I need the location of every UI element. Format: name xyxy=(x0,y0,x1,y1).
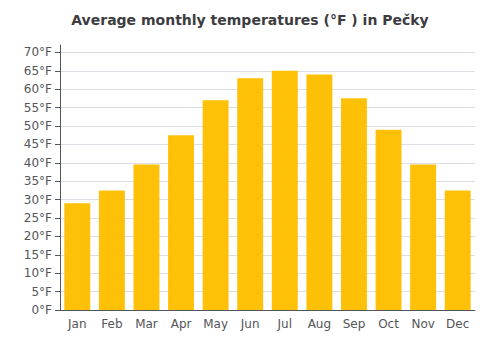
svg-text:Average monthly temperatures (: Average monthly temperatures (°F ) in Pe… xyxy=(71,12,428,28)
svg-text:50°F: 50°F xyxy=(24,119,52,133)
svg-text:Jul: Jul xyxy=(277,317,292,331)
svg-text:5°F: 5°F xyxy=(31,285,52,299)
svg-text:30°F: 30°F xyxy=(24,193,52,207)
svg-text:0°F: 0°F xyxy=(31,303,52,317)
svg-text:Dec: Dec xyxy=(446,317,469,331)
svg-text:70°F: 70°F xyxy=(24,45,52,59)
svg-text:65°F: 65°F xyxy=(24,64,52,78)
svg-text:Sep: Sep xyxy=(343,317,366,331)
svg-text:45°F: 45°F xyxy=(24,137,52,151)
svg-text:Aug: Aug xyxy=(308,317,331,331)
svg-text:20°F: 20°F xyxy=(24,229,52,243)
svg-text:25°F: 25°F xyxy=(24,211,52,225)
svg-text:Oct: Oct xyxy=(378,317,399,331)
svg-text:10°F: 10°F xyxy=(24,266,52,280)
svg-text:Jan: Jan xyxy=(67,317,87,331)
svg-text:55°F: 55°F xyxy=(24,101,52,115)
svg-text:Mar: Mar xyxy=(135,317,158,331)
svg-text:Nov: Nov xyxy=(411,317,434,331)
svg-text:May: May xyxy=(203,317,228,331)
svg-text:Feb: Feb xyxy=(101,317,122,331)
svg-text:60°F: 60°F xyxy=(24,82,52,96)
svg-text:40°F: 40°F xyxy=(24,156,52,170)
svg-text:35°F: 35°F xyxy=(24,174,52,188)
svg-text:15°F: 15°F xyxy=(24,248,52,262)
svg-text:Apr: Apr xyxy=(171,317,192,331)
svg-text:Jun: Jun xyxy=(240,317,260,331)
